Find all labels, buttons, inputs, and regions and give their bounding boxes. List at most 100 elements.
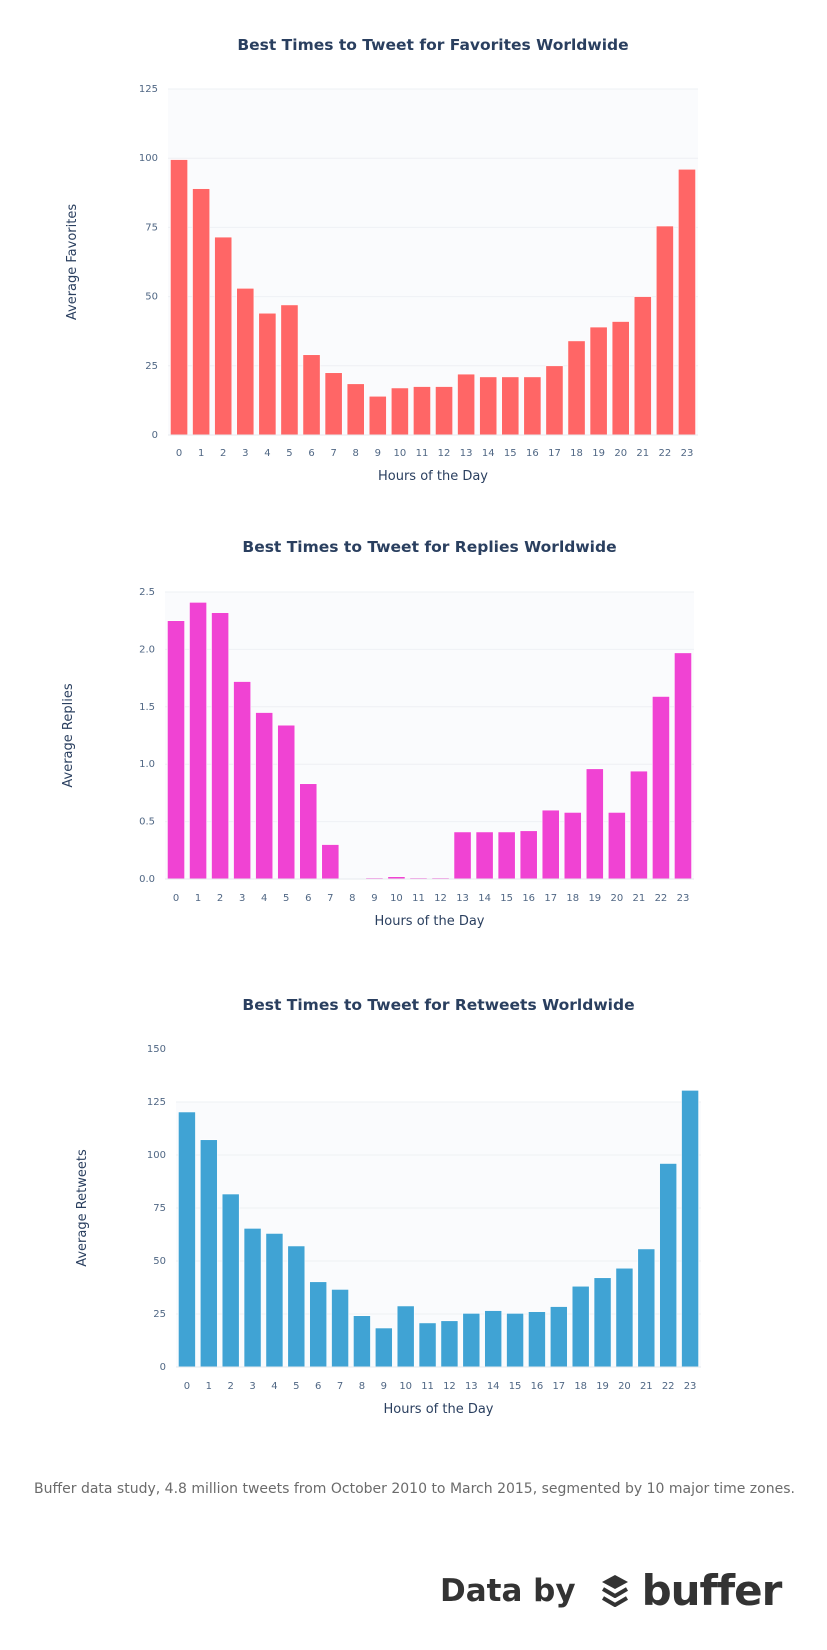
x-tick-label: 21	[640, 1381, 653, 1392]
x-tick-label: 5	[286, 448, 292, 459]
buffer-logo-icon	[601, 1574, 628, 1607]
y-tick-label: 0.0	[139, 874, 155, 885]
bar-hour-14	[484, 1310, 503, 1368]
x-tick-label: 18	[566, 893, 579, 904]
x-tick-label: 0	[184, 1381, 190, 1392]
x-tick-label: 11	[421, 1381, 434, 1392]
bar-hour-15	[497, 831, 516, 880]
x-tick-label: 3	[249, 1381, 255, 1392]
bar-hour-23	[681, 1090, 699, 1368]
y-tick-label: 150	[147, 1044, 166, 1055]
x-tick-label: 13	[465, 1381, 478, 1392]
bar-hour-16	[519, 830, 538, 880]
y-tick-label: 2.0	[139, 644, 155, 655]
bar-hour-5	[277, 724, 296, 880]
x-tick-label: 23	[681, 448, 694, 459]
bar-hour-21	[629, 770, 648, 880]
bar-hour-16	[523, 376, 542, 436]
study-note: Buffer data study, 4.8 million tweets fr…	[34, 1481, 795, 1497]
x-tick-label: 9	[371, 893, 377, 904]
x-tick-label: 19	[596, 1381, 609, 1392]
bar-hour-7	[331, 1289, 349, 1368]
x-tick-label: 23	[684, 1381, 697, 1392]
x-tick-label: 0	[173, 893, 179, 904]
x-tick-label: 8	[349, 893, 355, 904]
x-tick-label: 19	[588, 893, 601, 904]
plot-background	[176, 1102, 701, 1367]
bar-hour-8	[346, 383, 365, 436]
x-tick-label: 9	[381, 1381, 387, 1392]
bar-hour-17	[541, 809, 560, 880]
chart-title: Best Times to Tweet for Retweets Worldwi…	[242, 996, 634, 1014]
y-tick-label: 100	[139, 153, 158, 164]
x-tick-label: 21	[633, 893, 646, 904]
bar-hour-18	[567, 340, 586, 436]
x-tick-label: 6	[308, 448, 314, 459]
y-tick-label: 100	[147, 1150, 166, 1161]
chart-title: Best Times to Tweet for Favorites Worldw…	[237, 36, 628, 54]
bar-hour-9	[368, 395, 387, 436]
y-tick-label: 75	[153, 1203, 166, 1214]
x-tick-label: 2	[220, 448, 226, 459]
x-tick-label: 14	[487, 1381, 500, 1392]
x-tick-label: 1	[198, 448, 204, 459]
bar-hour-0	[167, 620, 185, 880]
favorites-chart: Best Times to Tweet for Favorites Worldw…	[65, 36, 698, 484]
bar-hour-18	[571, 1285, 590, 1368]
bar-hour-15	[501, 376, 520, 436]
x-tick-label: 15	[509, 1381, 522, 1392]
bar-hour-13	[462, 1313, 481, 1368]
bar-hour-19	[589, 326, 608, 436]
x-tick-label: 6	[305, 893, 311, 904]
bar-hour-14	[475, 831, 494, 880]
x-tick-label: 8	[359, 1381, 365, 1392]
credit-label: Data by	[440, 1572, 576, 1609]
x-tick-label: 3	[239, 893, 245, 904]
x-tick-label: 20	[610, 893, 623, 904]
bar-hour-23	[674, 652, 692, 880]
bar-hour-7	[321, 844, 340, 880]
x-tick-label: 17	[552, 1381, 565, 1392]
y-tick-label: 0.5	[139, 817, 155, 828]
x-tick-label: 7	[330, 448, 336, 459]
x-tick-label: 0	[176, 448, 182, 459]
bar-hour-1	[199, 1139, 218, 1368]
x-tick-label: 22	[662, 1381, 675, 1392]
bar-hour-4	[265, 1233, 284, 1368]
bar-hour-11	[418, 1322, 437, 1368]
bar-hour-2	[221, 1193, 240, 1368]
x-tick-label: 22	[659, 448, 672, 459]
x-tick-label: 4	[264, 448, 270, 459]
x-tick-label: 22	[655, 893, 668, 904]
bar-hour-3	[233, 681, 252, 880]
bar-hour-20	[611, 321, 630, 436]
x-tick-label: 6	[315, 1381, 321, 1392]
x-tick-label: 12	[438, 448, 451, 459]
x-tick-label: 2	[228, 1381, 234, 1392]
x-tick-label: 16	[531, 1381, 544, 1392]
x-tick-label: 4	[261, 893, 267, 904]
bar-hour-17	[545, 365, 564, 436]
x-tick-label: 10	[390, 893, 403, 904]
bar-hour-6	[299, 783, 318, 880]
bar-hour-4	[255, 712, 274, 880]
y-tick-label: 0	[160, 1362, 166, 1373]
x-tick-label: 10	[394, 448, 407, 459]
bar-hour-2	[211, 612, 230, 880]
bar-hour-12	[440, 1320, 459, 1368]
x-tick-label: 13	[460, 448, 473, 459]
x-tick-label: 15	[504, 448, 517, 459]
bar-hour-13	[453, 831, 472, 880]
bar-hour-7	[324, 372, 343, 436]
bar-hour-0	[170, 159, 188, 436]
bar-hour-22	[652, 696, 670, 880]
x-tick-label: 3	[242, 448, 248, 459]
x-tick-label: 5	[293, 1381, 299, 1392]
bar-hour-10	[390, 387, 409, 436]
x-tick-label: 15	[500, 893, 513, 904]
x-tick-label: 19	[592, 448, 605, 459]
bar-hour-5	[287, 1245, 306, 1368]
bar-hour-11	[413, 386, 431, 436]
y-tick-label: 50	[153, 1256, 166, 1267]
bar-hour-10	[396, 1305, 415, 1368]
